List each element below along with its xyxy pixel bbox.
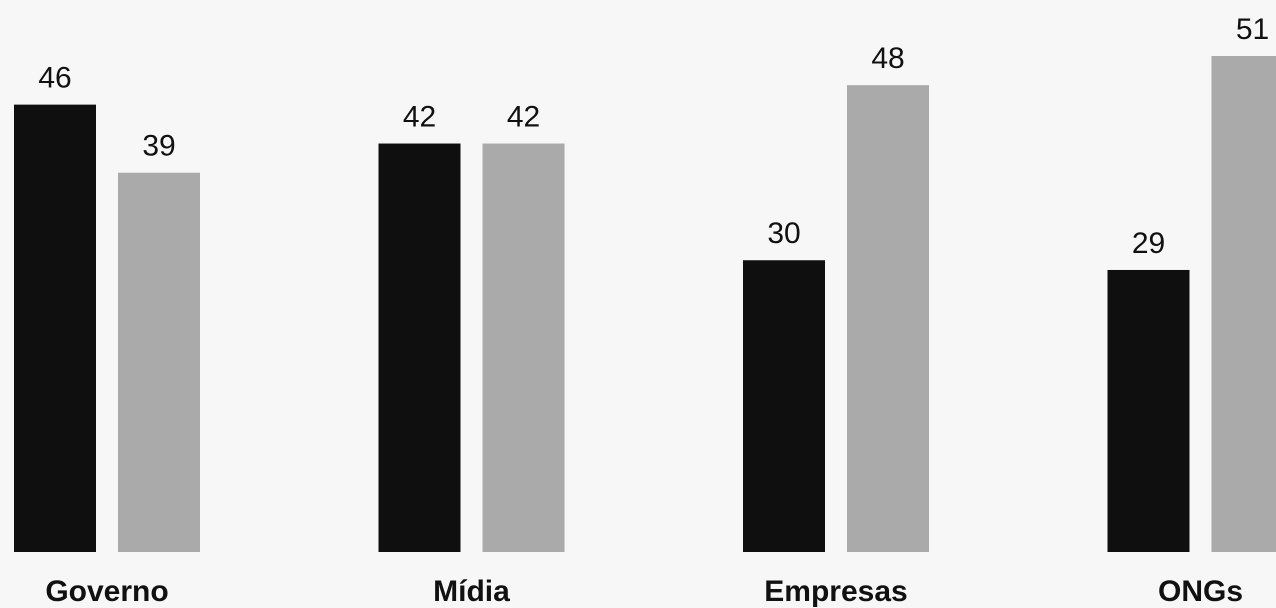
category-label: Governo [45,575,168,608]
category-labels-layer: Governo Mídia Empresas ONGs [45,575,1243,608]
value-label: 46 [38,62,71,95]
value-labels-layer: 46 39 42 42 30 48 29 51 [38,13,1269,260]
bar-governo-series-1 [14,104,96,553]
value-label: 48 [871,42,904,75]
bar-empresas-series-2 [847,85,929,553]
bar-m-dia-series-1 [378,143,461,552]
value-label: 42 [507,101,540,134]
bar-m-dia-series-2 [482,143,565,552]
bar-ongs-series-1 [1107,269,1190,552]
value-label: 42 [403,101,436,134]
bar-ongs-series-2 [1211,56,1276,552]
bar-empresas-series-1 [743,260,825,552]
value-label: 30 [767,217,800,250]
value-label: 51 [1236,13,1269,46]
bar-governo-series-2 [118,172,200,553]
value-label: 29 [1132,227,1165,260]
category-label: Mídia [433,575,510,608]
value-label: 39 [142,130,175,163]
bars-layer [14,56,1276,553]
category-label: Empresas [764,575,907,608]
category-label: ONGs [1158,575,1243,608]
